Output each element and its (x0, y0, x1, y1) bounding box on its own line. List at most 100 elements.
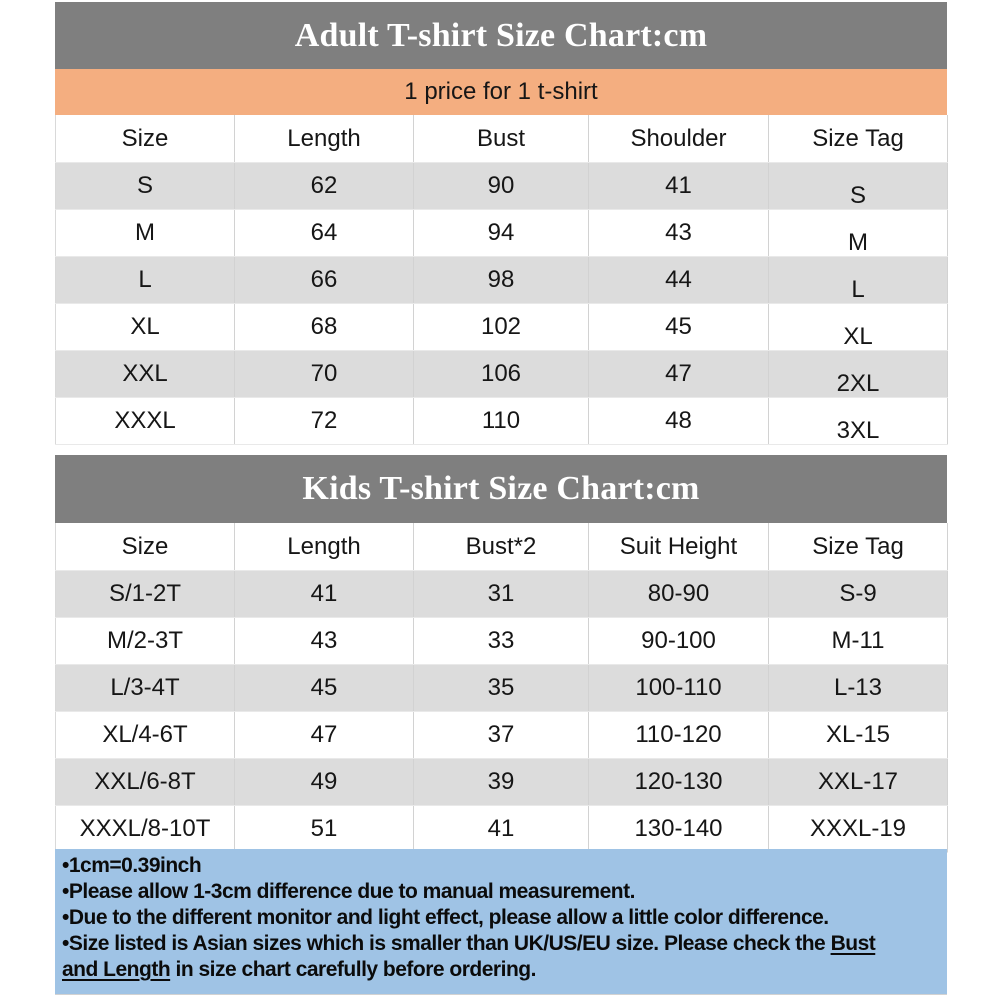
size-cell: S (55, 162, 235, 210)
note-underlined-text: and Length (62, 958, 171, 981)
size-cell-value: 94 (487, 219, 515, 246)
size-cell: 90-100 (588, 617, 769, 665)
size-cell-value: 37 (487, 721, 515, 748)
size-cell-value: 62 (310, 172, 338, 199)
size-cell-value: L (138, 266, 152, 293)
size-cell: XL/4-6T (55, 711, 235, 759)
column-header-label: Bust*2 (465, 532, 537, 560)
size-cell: 41 (413, 805, 589, 853)
column-header-label: Suit Height (619, 532, 738, 560)
size-cell-value: M/2-3T (106, 627, 183, 654)
size-cell: 90 (413, 162, 589, 210)
size-cell-value: 102 (480, 313, 522, 340)
size-cell: 49 (234, 758, 414, 806)
size-cell: 66 (234, 256, 414, 304)
size-cell: L/3-4T (55, 664, 235, 712)
size-cell: 110 (413, 397, 589, 445)
size-cell-value: 106 (480, 360, 522, 387)
size-cell: 31 (413, 570, 589, 618)
size-cell: 94 (413, 209, 589, 257)
kids-chart-title-bar: Kids T-shirt Size Chart:cm (55, 455, 947, 523)
size-cell: 44 (588, 256, 769, 304)
size-cell-value: 44 (665, 266, 692, 293)
size-cell: 33 (413, 617, 589, 665)
column-header: Suit Height (588, 523, 769, 571)
adult-chart-title: Adult T-shirt Size Chart:cm (294, 16, 708, 54)
size-cell-value: 35 (487, 674, 515, 701)
column-header-label: Size Tag (812, 124, 904, 152)
column-header: Size Tag (768, 115, 948, 163)
column-header: Size (55, 523, 235, 571)
size-cell: 72 (234, 397, 414, 445)
size-cell-value: 120-130 (634, 768, 723, 795)
kids-size-table: Size Length Bust*2 Suit Height Size Tag S/1-… (55, 523, 948, 853)
size-cell: 51 (234, 805, 414, 853)
size-cell-value: 130-140 (634, 815, 723, 842)
table-row: XXL/6-8T 49 39 120-130 XXL-17 (55, 758, 948, 806)
note-text: in size chart carefully before ordering. (170, 958, 536, 981)
size-cell-value: 47 (665, 360, 692, 387)
size-cell-value: 33 (487, 627, 515, 654)
size-cell: M (768, 209, 948, 257)
size-cell-value: XL-15 (825, 721, 891, 748)
size-cell-value: 110-120 (635, 721, 722, 748)
size-cell-value: 110 (481, 407, 521, 434)
adult-size-table: Size Length Bust Shoulder Size Tag S 62 90 41 S M… (55, 115, 948, 445)
size-cell-value: 41 (487, 815, 515, 842)
size-cell-value: XL (843, 323, 873, 350)
size-cell: XXXL (55, 397, 235, 445)
column-header-label: Length (287, 124, 361, 152)
size-cell: 45 (588, 303, 769, 351)
adult-chart-title-bar: Adult T-shirt Size Chart:cm (55, 2, 947, 69)
size-cell: XL (768, 303, 948, 351)
size-cell: S/1-2T (55, 570, 235, 618)
size-cell: 48 (588, 397, 769, 445)
size-cell: 64 (234, 209, 414, 257)
size-cell-value: XXXL/8-10T (79, 815, 211, 842)
note-line: and Length in size chart carefully befor… (62, 957, 941, 983)
size-cell-value: S/1-2T (108, 580, 182, 607)
size-cell-value: M (848, 229, 868, 256)
size-cell-value: 100-110 (635, 674, 722, 701)
size-cell-value: 49 (310, 768, 338, 795)
column-header: Bust*2 (413, 523, 589, 571)
column-header: Bust (413, 115, 589, 163)
size-cell-value: 3XL (836, 417, 880, 444)
notes-panel: •1cm=0.39inch •Please allow 1-3cm differe… (55, 849, 947, 995)
size-cell-value: S-9 (839, 580, 877, 607)
size-cell-value: XXL/6-8T (94, 768, 196, 795)
size-cell-value: XXXL-19 (809, 815, 907, 842)
size-cell: 47 (234, 711, 414, 759)
note-line: •Size listed is Asian sizes which is sma… (62, 931, 941, 957)
table-row: L/3-4T 45 35 100-110 L-13 (55, 664, 948, 712)
size-cell: L-13 (768, 664, 948, 712)
note-text: •1cm=0.39inch (62, 854, 202, 877)
size-cell: 62 (234, 162, 414, 210)
table-row: XL 68 102 45 XL (55, 303, 948, 351)
size-cell: L (768, 256, 948, 304)
size-cell: 120-130 (588, 758, 769, 806)
size-cell-value: XXXL (114, 407, 176, 434)
size-cell-value: 90 (487, 172, 515, 199)
header-row: Size Length Bust Shoulder Size Tag (55, 115, 948, 163)
size-cell-value: 41 (310, 580, 338, 607)
size-cell-value: L/3-4T (110, 674, 180, 701)
size-cell: 102 (413, 303, 589, 351)
size-cell: 70 (234, 350, 414, 398)
size-cell: 68 (234, 303, 414, 351)
table-row: XXXL/8-10T 51 41 130-140 XXXL-19 (55, 805, 948, 853)
column-header: Shoulder (588, 115, 769, 163)
size-cell: 35 (413, 664, 589, 712)
header-row: Size Length Bust*2 Suit Height Size Tag (55, 523, 948, 571)
size-cell: L (55, 256, 235, 304)
size-cell: 106 (413, 350, 589, 398)
note-line: •Please allow 1-3cm difference due to ma… (62, 879, 941, 905)
size-cell: 43 (588, 209, 769, 257)
size-cell-value: 43 (310, 627, 338, 654)
size-cell: S-9 (768, 570, 948, 618)
size-cell-value: 80-90 (647, 580, 710, 607)
size-cell-value: 48 (665, 407, 692, 434)
size-cell: 110-120 (588, 711, 769, 759)
column-header: Size Tag (768, 523, 948, 571)
